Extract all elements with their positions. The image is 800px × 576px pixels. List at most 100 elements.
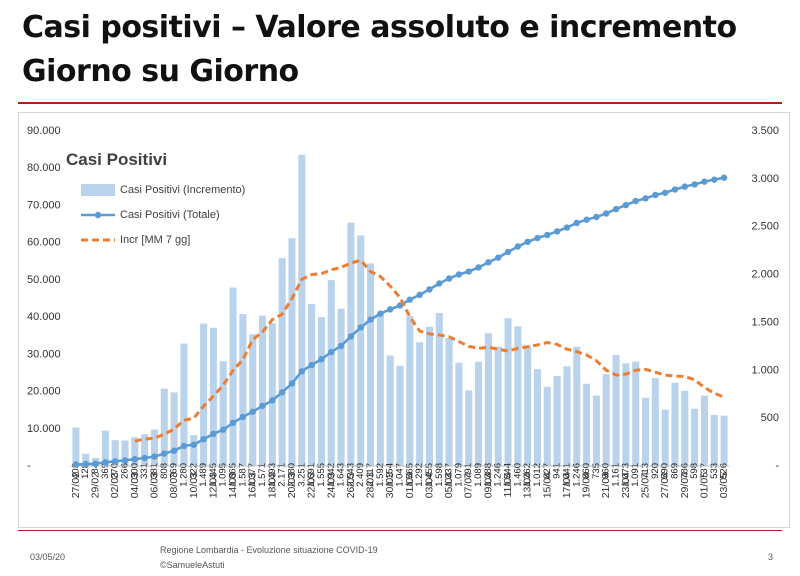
bar-24/04 — [632, 361, 640, 466]
total-point-05/03 — [141, 454, 148, 462]
total-point-27/02 — [72, 461, 80, 468]
bar-value-label: 322 — [188, 463, 199, 479]
x-tick-label: 20/03 — [286, 472, 298, 498]
bar-23/03 — [317, 317, 325, 466]
total-point-27/03 — [357, 324, 364, 331]
total-point-30/03 — [386, 306, 394, 313]
total-point-03/04 — [426, 286, 433, 293]
y-left-tick-label: 60.000 — [27, 237, 61, 249]
total-point-05/04 — [445, 275, 453, 282]
bar-11/04 — [504, 318, 512, 466]
chart-legend: Casi Positivi Casi Positivi (Incremento) C… — [66, 150, 245, 246]
total-point-24/04 — [632, 197, 639, 205]
total-point-28/04 — [671, 186, 679, 193]
bar-value-label: 1.592 — [375, 463, 386, 487]
x-tick-label: 21/04 — [600, 472, 612, 498]
x-tick-label: 02/03 — [109, 472, 121, 498]
x-tick-label: 19/04 — [581, 472, 593, 498]
total-point-10/04 — [495, 254, 502, 261]
bar-08/03 — [170, 392, 178, 466]
bar-value-label: 1.942 — [326, 463, 337, 487]
bar-12/04 — [514, 326, 522, 466]
bar-13/03 — [219, 361, 227, 466]
total-point-21/04 — [603, 210, 610, 217]
footer-source-line2: ©SamueleAstuti — [160, 560, 225, 570]
total-point-11/04 — [504, 248, 512, 256]
bar-value-label: 1.095 — [218, 463, 229, 487]
y-left-tick-label: 20.000 — [27, 386, 61, 398]
bar-28/02 — [82, 453, 90, 466]
bar-30/03 — [386, 355, 394, 466]
bar-03/04 — [425, 326, 433, 466]
bar-value-label: 1.154 — [385, 463, 396, 487]
total-point-29/03 — [377, 310, 384, 317]
bar-06/04 — [455, 362, 463, 466]
bar-27/03 — [357, 235, 365, 466]
x-tick-label: 13/04 — [522, 472, 534, 498]
x-tick-label: 29/04 — [679, 472, 691, 498]
slide-title-line1: Casi positivi – Valore assoluto e increm… — [22, 10, 737, 45]
bar-value-label: 1.377 — [247, 463, 258, 487]
total-point-20/04 — [593, 213, 600, 221]
total-point-20/03 — [288, 380, 296, 387]
total-point-03/03 — [121, 457, 129, 464]
y-right-tick-label: - — [775, 460, 779, 472]
y-right-tick-label: 2.500 — [751, 221, 779, 233]
total-point-17/04 — [563, 224, 571, 231]
bar-25/03 — [337, 308, 345, 466]
bar-09/04 — [484, 333, 492, 466]
bar-04/04 — [435, 313, 443, 466]
bar-22/03 — [308, 304, 316, 466]
total-cases-line — [72, 174, 728, 468]
bar-02/04 — [416, 342, 424, 466]
x-tick-label: 05/04 — [443, 472, 455, 498]
chart-title: Casi Positivi — [66, 150, 167, 169]
total-point-29/04 — [681, 183, 689, 190]
total-point-06/04 — [455, 271, 463, 278]
bar-06/03 — [150, 429, 159, 466]
x-tick-label: 26/03 — [345, 472, 357, 498]
total-point-15/04 — [544, 231, 551, 239]
bar-value-label: 1.643 — [336, 463, 347, 487]
y-left-tick-label: 10.000 — [27, 423, 61, 435]
total-point-01/04 — [406, 296, 414, 303]
bar-20/04 — [592, 395, 600, 466]
bar-01/05 — [700, 395, 708, 466]
bar-14/03 — [229, 287, 237, 466]
y-right-tick-label: 2.000 — [751, 269, 779, 281]
bar-value-label: 1.865 — [228, 463, 239, 487]
bar-16/04 — [553, 375, 561, 466]
bar-value-label: 960 — [601, 463, 612, 479]
bar-value-label: 1.073 — [620, 463, 631, 487]
bar-24/03 — [327, 280, 335, 466]
x-tick-label: 06/03 — [148, 472, 160, 498]
bar-value-label: 1.047 — [395, 463, 406, 487]
increment-bar-labels: 403128843692702663003313818087691.280322… — [70, 463, 729, 487]
bar-15/03 — [239, 314, 247, 466]
total-point-13/04 — [524, 238, 531, 245]
bar-17/04 — [563, 366, 571, 466]
bar-value-label: 786 — [679, 463, 690, 479]
x-tick-label: 14/03 — [227, 472, 239, 498]
bar-value-label: 808 — [159, 463, 170, 479]
x-tick-label: 23/04 — [620, 472, 632, 498]
x-tick-label: 25/04 — [640, 472, 652, 498]
total-point-26/04 — [652, 191, 659, 199]
bar-value-label: 2.409 — [355, 463, 366, 487]
total-point-07/03 — [161, 450, 168, 457]
moving-average-series-line — [134, 258, 725, 443]
bar-value-label: 827 — [542, 463, 553, 479]
total-point-29/02 — [92, 460, 99, 467]
positive-cases-chart: 403128843692702663003313818087691.280322… — [27, 125, 779, 498]
x-tick-label: 29/02 — [90, 472, 102, 498]
legend-label-increment: Casi Positivi (Incremento) — [120, 184, 245, 196]
bar-value-label: 1.598 — [434, 463, 445, 487]
bar-value-label: 1.455 — [424, 463, 435, 487]
moving-average-line — [134, 258, 725, 443]
bar-07/03 — [160, 388, 168, 466]
bar-value-label: 1.246 — [571, 463, 582, 487]
bar-20/03 — [288, 238, 296, 466]
y-left-tick-label: 80.000 — [27, 162, 61, 174]
x-tick-label: 10/03 — [188, 472, 200, 498]
bar-value-label: 1.161 — [611, 463, 622, 487]
